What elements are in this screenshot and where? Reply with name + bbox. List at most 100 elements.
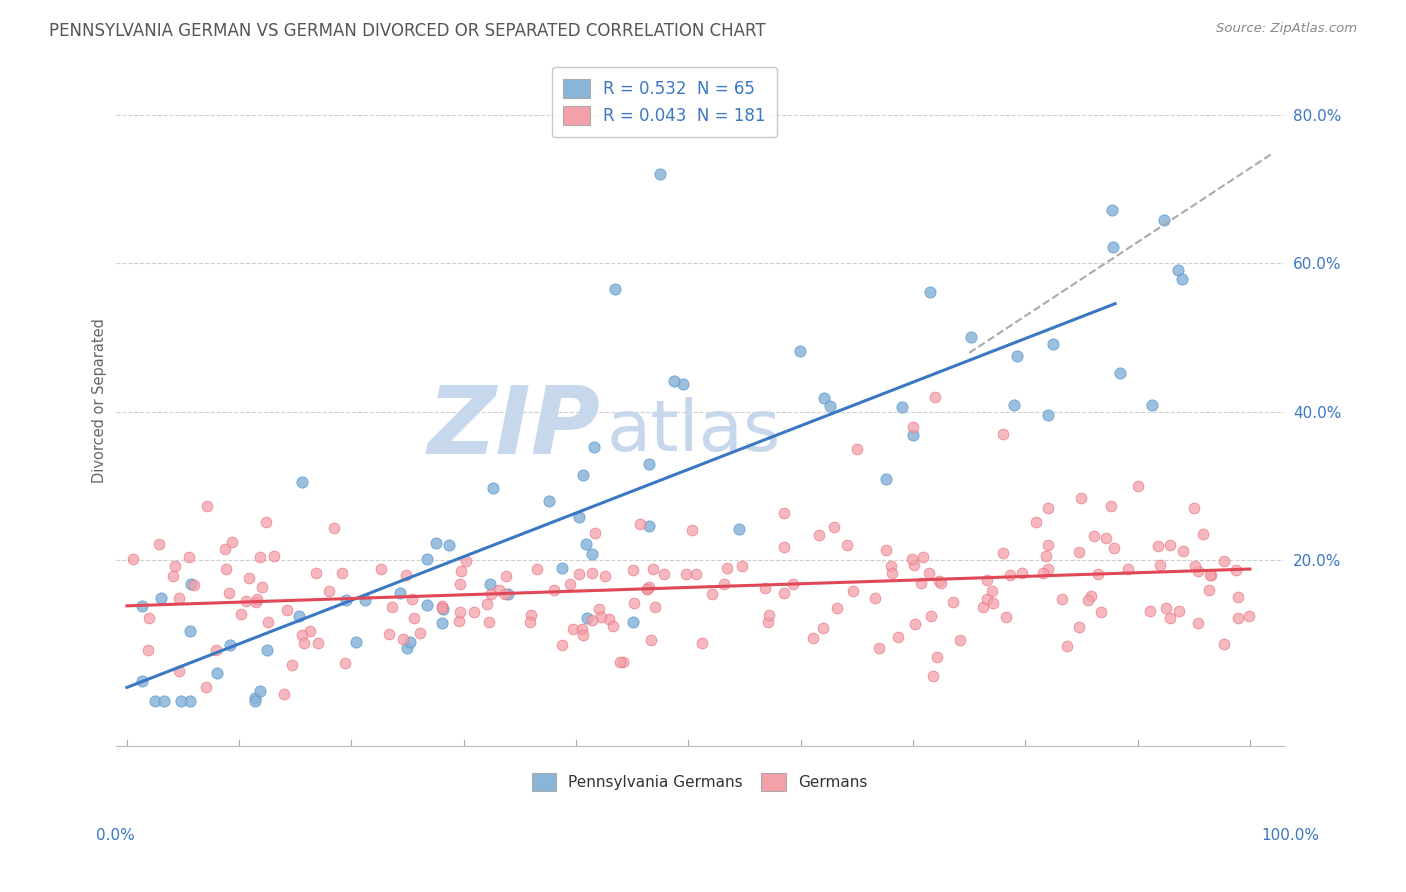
Point bbox=[170, 694, 193, 708]
Point bbox=[263, 549, 285, 563]
Point bbox=[475, 598, 498, 612]
Point bbox=[716, 561, 738, 575]
Point bbox=[488, 582, 510, 597]
Point bbox=[782, 577, 804, 591]
Point bbox=[754, 581, 776, 595]
Point bbox=[1056, 639, 1078, 653]
Point bbox=[519, 607, 541, 622]
Point bbox=[229, 607, 252, 622]
Point bbox=[121, 552, 143, 566]
Point bbox=[641, 561, 664, 575]
Point bbox=[425, 536, 447, 550]
Point bbox=[215, 561, 238, 575]
Point bbox=[880, 566, 903, 580]
Point bbox=[1227, 610, 1250, 624]
Point bbox=[1199, 568, 1222, 582]
Point bbox=[976, 591, 998, 606]
Point bbox=[1102, 541, 1125, 555]
Point bbox=[991, 427, 1014, 442]
Point bbox=[1002, 398, 1025, 412]
Point bbox=[891, 400, 914, 414]
Point bbox=[1225, 563, 1247, 577]
Point bbox=[920, 609, 942, 624]
Point bbox=[1035, 549, 1057, 563]
Point bbox=[136, 643, 159, 657]
Point bbox=[1099, 500, 1122, 514]
Point bbox=[219, 638, 242, 652]
Point bbox=[630, 516, 652, 531]
Point bbox=[370, 562, 392, 576]
Point bbox=[250, 580, 273, 594]
Point bbox=[924, 390, 946, 404]
Point bbox=[911, 550, 934, 565]
Point bbox=[479, 577, 502, 591]
Point bbox=[273, 687, 295, 701]
Point bbox=[1042, 337, 1064, 351]
Point bbox=[495, 569, 517, 583]
Point bbox=[1154, 601, 1177, 615]
Point bbox=[218, 586, 240, 600]
Point bbox=[681, 524, 703, 538]
Point bbox=[568, 567, 591, 582]
Point bbox=[1011, 566, 1033, 580]
Point bbox=[256, 642, 278, 657]
Point bbox=[981, 596, 1004, 610]
Point bbox=[243, 694, 266, 708]
Point bbox=[430, 601, 453, 615]
Point bbox=[1146, 539, 1168, 553]
Y-axis label: Divorced or Separated: Divorced or Separated bbox=[93, 318, 107, 483]
Point bbox=[494, 587, 516, 601]
Point bbox=[1083, 529, 1105, 543]
Point bbox=[318, 583, 340, 598]
Point bbox=[1036, 501, 1059, 516]
Text: atlas: atlas bbox=[606, 397, 780, 467]
Point bbox=[402, 611, 425, 625]
Point bbox=[801, 631, 824, 645]
Text: PENNSYLVANIA GERMAN VS GERMAN DIVORCED OR SEPARATED CORRELATION CHART: PENNSYLVANIA GERMAN VS GERMAN DIVORCED O… bbox=[49, 22, 766, 40]
Point bbox=[249, 684, 271, 698]
Text: Source: ZipAtlas.com: Source: ZipAtlas.com bbox=[1216, 22, 1357, 36]
Point bbox=[439, 538, 461, 552]
Point bbox=[409, 626, 432, 640]
Point bbox=[378, 626, 401, 640]
Point bbox=[581, 566, 603, 580]
Point bbox=[1167, 262, 1189, 277]
Point bbox=[165, 558, 187, 573]
Legend: Pennsylvania Germans, Germans: Pennsylvania Germans, Germans bbox=[526, 767, 873, 797]
Point bbox=[960, 330, 983, 344]
Point bbox=[496, 587, 519, 601]
Point bbox=[662, 374, 685, 388]
Point bbox=[1077, 593, 1099, 607]
Point bbox=[416, 551, 439, 566]
Point bbox=[401, 592, 423, 607]
Point bbox=[609, 656, 631, 670]
Point bbox=[918, 566, 941, 581]
Point bbox=[675, 567, 697, 582]
Point bbox=[904, 617, 927, 632]
Point bbox=[380, 600, 402, 615]
Point bbox=[179, 550, 201, 565]
Text: 100.0%: 100.0% bbox=[1261, 828, 1319, 843]
Point bbox=[644, 600, 666, 615]
Point bbox=[636, 582, 658, 596]
Point bbox=[1184, 559, 1206, 574]
Point bbox=[995, 610, 1018, 624]
Point bbox=[875, 472, 897, 486]
Point bbox=[243, 690, 266, 705]
Point bbox=[690, 636, 713, 650]
Point bbox=[1153, 213, 1175, 227]
Point bbox=[1149, 558, 1171, 573]
Point bbox=[1050, 592, 1073, 607]
Point bbox=[640, 632, 662, 647]
Point bbox=[131, 599, 153, 613]
Point bbox=[169, 591, 191, 606]
Point bbox=[576, 611, 599, 625]
Point bbox=[756, 615, 779, 630]
Point bbox=[537, 494, 560, 508]
Point bbox=[1198, 567, 1220, 582]
Point bbox=[575, 537, 598, 551]
Point bbox=[1227, 590, 1250, 604]
Point bbox=[638, 518, 661, 533]
Point bbox=[991, 546, 1014, 560]
Point bbox=[637, 580, 659, 594]
